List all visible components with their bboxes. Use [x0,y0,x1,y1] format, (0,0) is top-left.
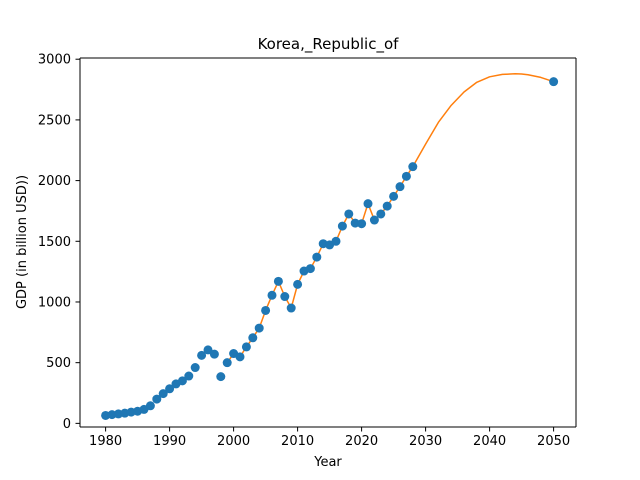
y-tick-label: 3000 [38,53,71,68]
data-point [286,303,296,313]
plot-area [101,73,559,420]
data-point [344,209,354,219]
data-point [376,209,386,219]
data-point [261,305,271,315]
data-point [331,236,341,246]
data-point [395,182,405,192]
x-axis: 1980 1990 2000 2010 2020 2030 2040 2050 [80,58,577,449]
data-point [273,276,283,286]
data-point [152,394,162,404]
data-point [248,333,258,343]
data-point [357,219,367,229]
data-point [382,201,392,211]
data-point [363,199,373,209]
data-point [203,345,213,355]
data-point [184,371,194,381]
x-tick-label: 1980 [89,434,122,449]
x-tick-label: 2030 [409,434,442,449]
y-axis-title: GDP (in billion USD)) [15,175,30,309]
data-point [401,171,411,181]
data-point [235,352,245,362]
chart-title: Korea,_Republic_of [258,35,400,54]
y-tick-label: 500 [46,356,71,371]
x-axis-title: Year [313,455,342,470]
data-point [177,376,187,386]
y-tick-label: 2000 [38,174,71,189]
data-point [369,215,379,225]
data-point [305,264,315,274]
data-point [209,349,219,359]
y-tick-label: 0 [63,417,71,432]
data-point [389,191,399,201]
data-point [267,290,277,300]
data-point [254,323,264,333]
data-point [312,252,322,262]
y-axis: 0 500 1000 1500 2000 2500 3000 [38,53,576,432]
data-point [197,350,207,360]
data-point [145,401,155,411]
data-point [293,279,303,289]
y-tick-label: 2500 [38,113,71,128]
data-point [280,292,290,302]
data-point [165,384,175,394]
x-tick-label: 2040 [473,434,506,449]
data-point [241,342,251,352]
y-tick-label: 1500 [38,235,71,250]
x-tick-label: 1990 [153,434,186,449]
x-tick-label: 2000 [217,434,250,449]
data-point [549,77,559,87]
data-point [190,363,200,373]
data-point [408,162,418,172]
x-tick-label: 2020 [345,434,378,449]
data-point [216,372,226,382]
data-point [337,221,347,231]
x-tick-label: 2050 [537,434,570,449]
x-tick-label: 2010 [281,434,314,449]
y-tick-label: 1000 [38,295,71,310]
data-point [222,358,232,368]
data-point [158,389,168,399]
